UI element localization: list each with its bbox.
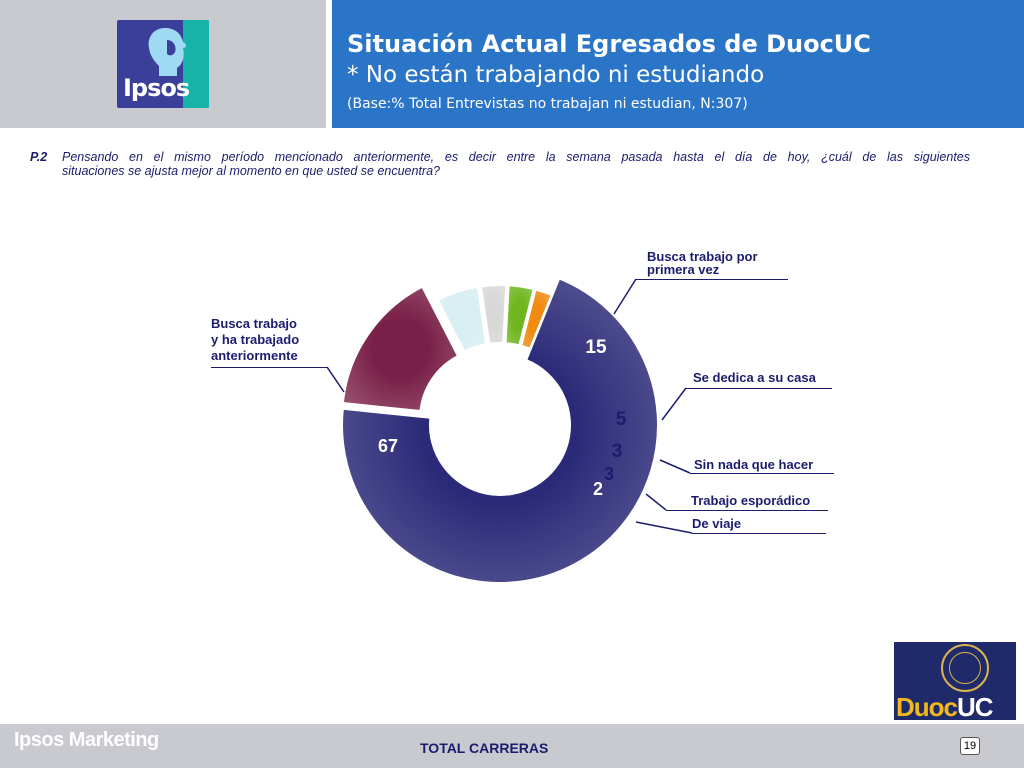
ipsos-face-icon	[148, 28, 186, 76]
duocuc-logo-text-a: Duoc	[896, 692, 958, 720]
footer-brand: Ipsos Marketing	[14, 729, 159, 751]
slice-value-label: 5	[616, 409, 627, 430]
question-line-1: P.2 Pensando en el mismo período menciona…	[30, 150, 970, 164]
duocuc-seal-inner	[949, 652, 981, 684]
donut-slice	[341, 285, 460, 413]
label-casa: Se dedica a su casa	[693, 370, 816, 385]
label-primera-vez: Busca trabajo por primera vez	[647, 250, 758, 276]
label-busca-ha-trabajado: Busca trabajo y ha trabajado anteriormen…	[211, 316, 299, 364]
label-viaje: De viaje	[692, 516, 742, 531]
duocuc-logo-text-b: UC	[957, 692, 994, 720]
label-underline-1	[211, 367, 327, 368]
donut-slice	[519, 288, 554, 350]
duocuc-logo: DuocUC	[894, 642, 1016, 720]
donut-slice	[479, 284, 508, 345]
slice-value-label: 3	[612, 441, 623, 462]
slice-value-label: 2	[593, 479, 603, 499]
question-number: P.2	[30, 150, 48, 164]
duocuc-logo-text: DuocUC	[896, 692, 994, 720]
label-busca-ha-trabajado-line1: Busca trabajo	[211, 316, 297, 331]
slice-value-label: 3	[604, 464, 614, 484]
question-line-2: situaciones se ajusta mejor al momento e…	[62, 164, 441, 178]
duocuc-seal-icon	[941, 644, 989, 692]
footer-bar	[0, 724, 1024, 768]
label-busca-ha-trabajado-line2: y ha trabajado	[211, 332, 300, 347]
label-underline-5	[666, 510, 828, 511]
donut-slice	[504, 284, 535, 347]
leader-line	[635, 521, 693, 534]
slice-value-label: 67	[378, 436, 398, 456]
header-separator	[326, 0, 332, 128]
question-block: P.2 Pensando en el mismo período menciona…	[30, 150, 970, 178]
donut-slice	[341, 277, 659, 584]
leader-line	[645, 493, 667, 511]
footer-total-label: TOTAL CARRERAS	[420, 740, 549, 756]
question-text-1: Pensando en el mismo período mencionado …	[62, 150, 970, 164]
page-number: 19	[960, 737, 980, 755]
ipsos-logo: Ipsos	[117, 20, 209, 108]
label-esporadico: Trabajo esporádico	[691, 493, 811, 508]
leader-line	[613, 278, 637, 315]
label-underline-3	[686, 388, 832, 389]
slice-value-label: 15	[585, 337, 607, 358]
base-note: (Base:% Total Entrevistas no trabajan ni…	[347, 96, 748, 112]
label-underline-6	[692, 533, 826, 534]
leader-line	[661, 387, 687, 421]
label-underline-4	[690, 473, 834, 474]
page-title: Situación Actual Egresados de DuocUC	[347, 30, 871, 58]
label-primera-vez-line1: Busca trabajo por	[647, 249, 758, 264]
donut-chart: 67 15 5 332	[326, 277, 693, 584]
leader-line	[326, 366, 345, 393]
header-title-panel	[332, 0, 1024, 128]
label-busca-ha-trabajado-line3: anteriormente	[211, 348, 298, 363]
leader-line	[659, 459, 691, 474]
donut-slice	[436, 285, 488, 353]
ipsos-logo-text: Ipsos	[123, 74, 190, 102]
label-nada: Sin nada que hacer	[694, 457, 814, 472]
label-underline-2	[636, 279, 788, 280]
page-subtitle: * No están trabajando ni estudiando	[347, 62, 765, 88]
ipsos-logo-stripe	[183, 20, 209, 108]
label-primera-vez-line2: primera vez	[647, 262, 720, 277]
